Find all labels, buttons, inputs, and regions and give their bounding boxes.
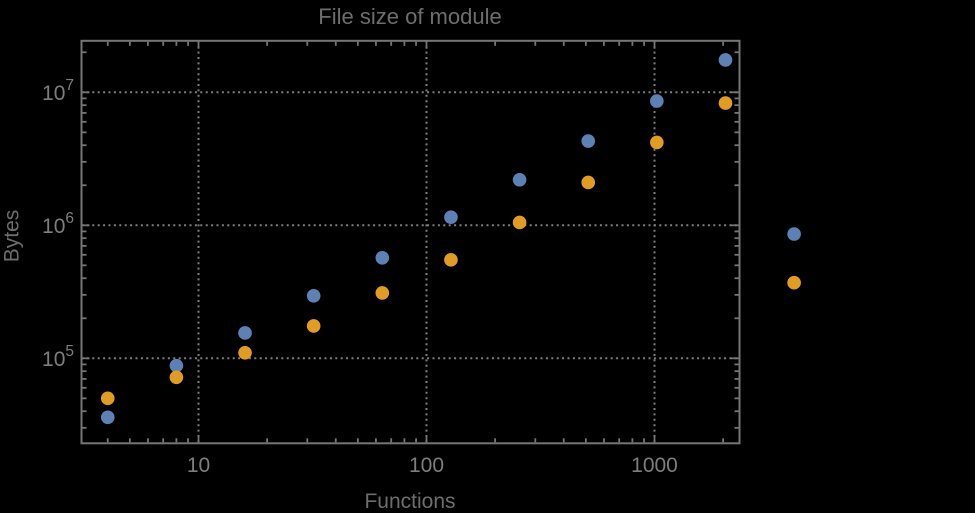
data-point-blue-x64	[375, 250, 390, 265]
data-point-blue-x2048	[718, 53, 733, 67]
data-point-blue-x512	[581, 134, 596, 148]
x-tick-label-100: 100	[409, 454, 444, 477]
data-point-orange-x1024	[650, 135, 664, 150]
data-point-orange-x512	[581, 175, 596, 190]
data-point-orange-x128	[444, 253, 458, 267]
data-point-blue-x1024	[650, 94, 664, 108]
data-point-orange-x256	[512, 215, 527, 230]
plot-frame	[80, 39, 741, 445]
data-point-orange-x64	[375, 286, 390, 300]
data-point-orange-x16	[238, 345, 252, 360]
data-point-blue-x8	[169, 358, 184, 373]
x-tick-label-1000: 1000	[631, 454, 678, 477]
data-point-orange-x4096	[787, 275, 801, 290]
y-tick-label-1000000: 106	[42, 210, 74, 238]
data-point-blue-x256	[512, 172, 527, 187]
data-point-orange-x8	[169, 370, 184, 385]
y-axis-label: Bytes	[0, 209, 24, 263]
x-axis-label: Functions	[364, 490, 456, 513]
chart-title: File size of module	[318, 4, 502, 29]
data-point-blue-x32	[306, 289, 321, 303]
data-point-orange-x32	[306, 319, 321, 333]
y-tick-label-10000000: 107	[42, 77, 74, 105]
data-point-blue-x16	[238, 326, 252, 340]
data-point-blue-x128	[444, 210, 458, 225]
y-tick-label-100000: 105	[42, 343, 74, 371]
data-point-orange-x2048	[718, 96, 733, 110]
data-point-blue-x4096	[787, 227, 801, 241]
data-point-orange-x4	[100, 391, 115, 406]
x-tick-label-10: 10	[187, 454, 210, 477]
data-point-blue-x4	[100, 410, 115, 425]
